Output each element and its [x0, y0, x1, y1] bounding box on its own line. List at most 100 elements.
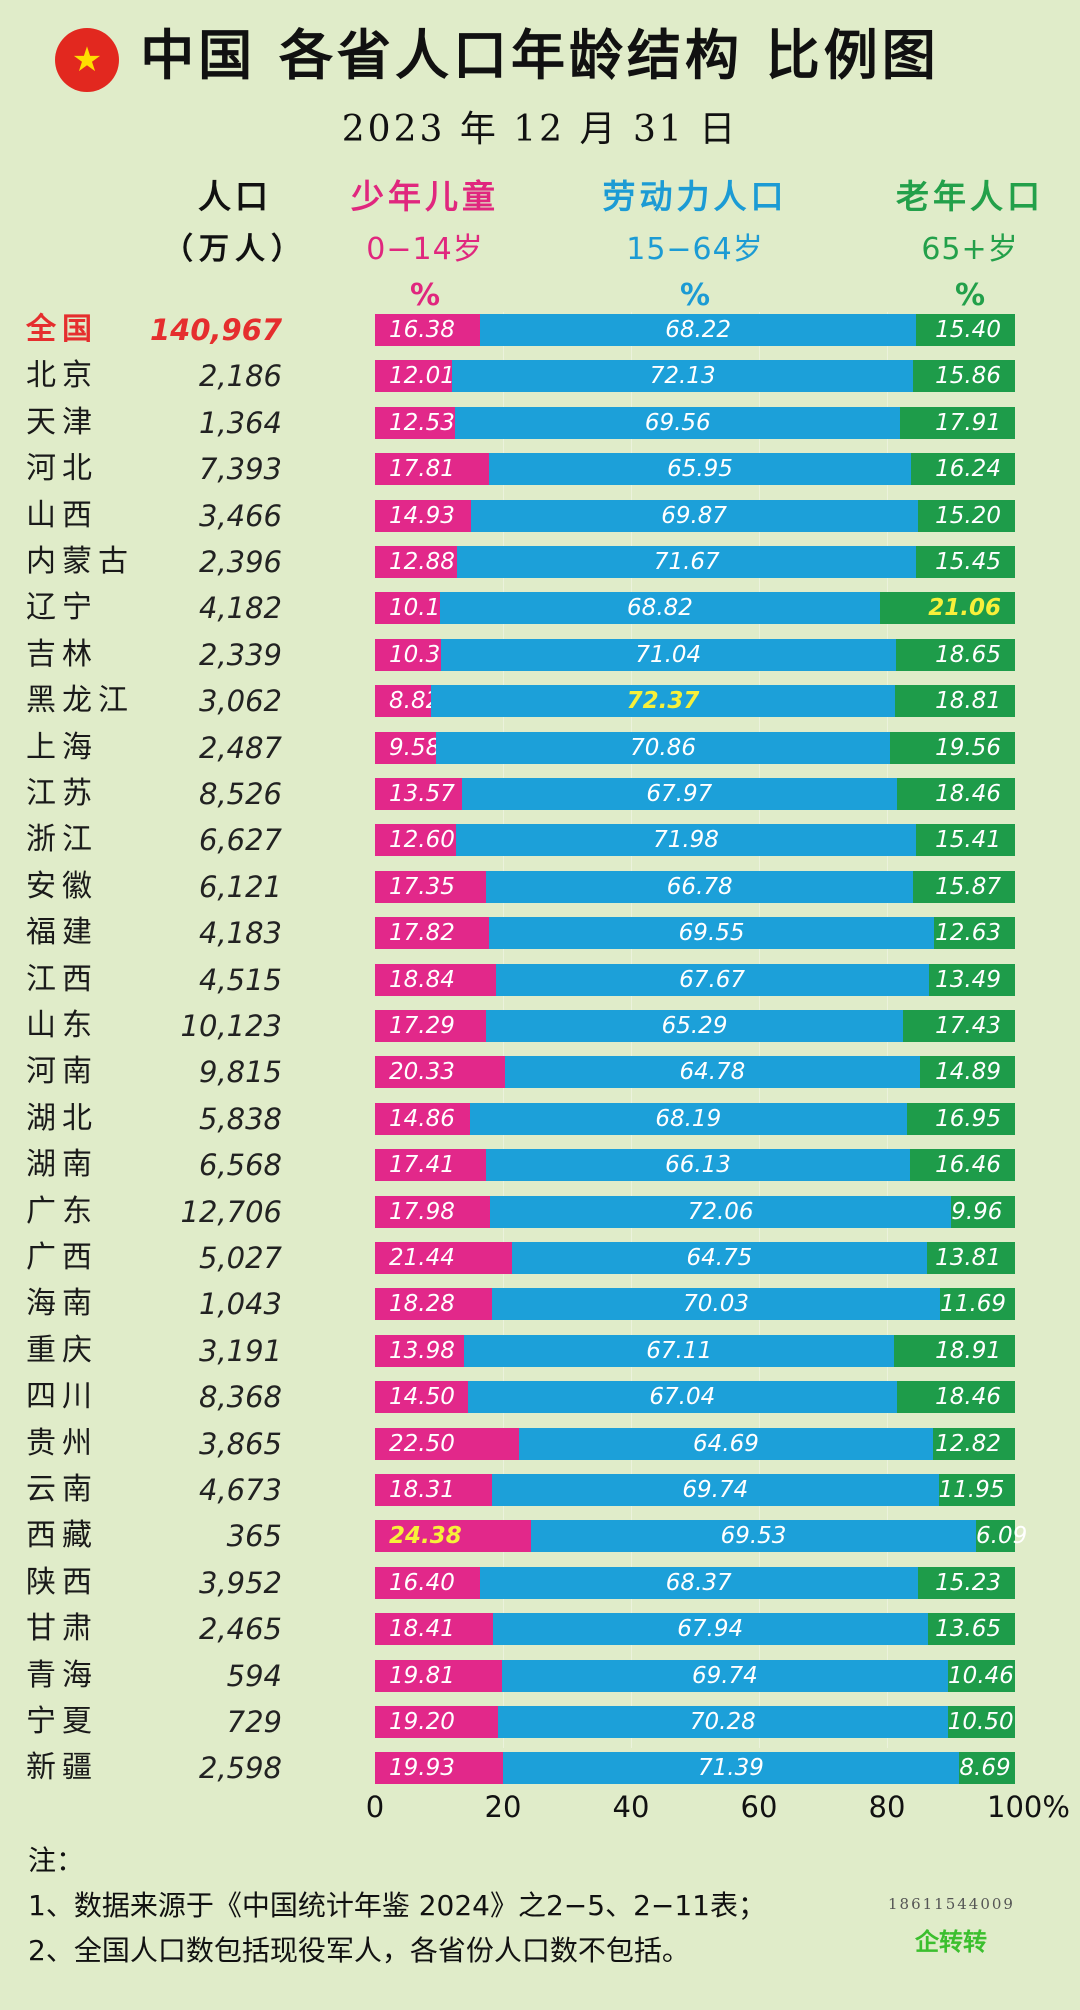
working-segment: 68.37	[479, 1566, 918, 1599]
population-value: 4,515	[198, 962, 282, 997]
chart-row: 湖南 6,568 17.41 66.13 16.46	[0, 1148, 1080, 1182]
elderly-segment: 16.46	[909, 1149, 1015, 1182]
elderly-header-label: 老年人口	[896, 177, 1044, 216]
population-header: 人口 （万人）	[140, 170, 330, 268]
working-segment: 67.97	[461, 778, 897, 810]
child-segment: 17.35	[375, 870, 487, 903]
chart-row: 安徽 6,121 17.35 66.78 15.87	[0, 869, 1080, 904]
region-label: 北京	[26, 358, 98, 394]
working-segment: 65.29	[485, 1010, 904, 1042]
population-value: 10,123	[180, 1009, 282, 1043]
region-label: 上海	[26, 729, 98, 765]
elderly-segment: 21.06	[880, 592, 1015, 625]
chart-row: 山西 3,466 14.93 69.87 15.20	[0, 498, 1080, 533]
elderly-segment: 13.49	[928, 963, 1015, 996]
child-segment: 13.57	[375, 778, 462, 810]
region-label: 新疆	[26, 1750, 98, 1786]
working-segment: 72.06	[490, 1195, 952, 1228]
working-segment: 66.13	[486, 1149, 910, 1182]
child-segment: 18.41	[375, 1613, 493, 1646]
chart-row: 北京 2,186 12.01 72.13 15.86	[0, 359, 1080, 393]
stacked-bar: 13.98 67.11 18.91	[375, 1334, 1015, 1367]
working-segment: 68.82	[439, 592, 881, 625]
chart-row: 青海 594 19.81 69.74 10.46	[0, 1657, 1080, 1693]
stacked-bar: 20.33 64.78 14.89	[375, 1056, 1015, 1089]
child-segment: 17.82	[375, 917, 490, 950]
stacked-bar: 8.82 72.37 18.81	[375, 685, 1015, 718]
note-2: 2、全国人口数包括现役军人，各省份人口数不包括。	[28, 1934, 690, 1967]
child-segment: 17.98	[375, 1195, 491, 1228]
population-value: 2,339	[198, 637, 282, 672]
region-label: 海南	[26, 1286, 98, 1322]
chart-row: 天津 1,364 12.53 69.56 17.91	[0, 405, 1080, 440]
chart-row: 宁夏 729 19.20 70.28 10.50	[0, 1705, 1080, 1739]
chart-row: 广东 12,706 17.98 72.06 9.96	[0, 1194, 1080, 1229]
population-value: 2,396	[198, 545, 282, 579]
child-header-range: 0−14岁	[366, 232, 484, 267]
child-segment: 19.81	[375, 1659, 502, 1692]
region-label: 辽宁	[26, 590, 98, 626]
region-label: 贵州	[26, 1425, 98, 1461]
chart-row: 全国 140,967 16.38 68.22 15.40	[0, 313, 1080, 347]
elderly-header-range: 65+岁	[921, 232, 1019, 267]
region-label: 宁夏	[26, 1704, 98, 1739]
child-segment: 19.20	[375, 1706, 498, 1738]
working-header-range: 15−64岁	[626, 232, 764, 267]
watermark-logo: 企转转	[915, 1928, 987, 1956]
population-value: 2,465	[198, 1612, 282, 1647]
working-segment: 69.55	[489, 917, 935, 950]
chart-row: 江苏 8,526 13.57 67.97 18.46	[0, 777, 1080, 811]
stacked-bar: 17.81 65.95 16.24	[375, 453, 1015, 486]
working-segment: 72.13	[451, 360, 914, 393]
elderly-segment: 15.86	[913, 360, 1015, 393]
elderly-segment: 15.41	[916, 824, 1015, 857]
child-header: 少年儿童 0−14岁 %	[340, 170, 510, 313]
working-segment: 71.39	[502, 1752, 960, 1785]
chart-row: 重庆 3,191 13.98 67.11 18.91	[0, 1333, 1080, 1368]
population-value: 1,364	[198, 405, 282, 440]
elderly-segment: 16.24	[911, 453, 1015, 486]
child-segment: 14.93	[375, 499, 471, 532]
region-label: 湖北	[26, 1100, 98, 1136]
child-segment: 21.44	[375, 1242, 513, 1274]
child-segment: 8.82	[375, 685, 440, 718]
region-label: 福建	[26, 915, 98, 951]
child-segment: 17.29	[375, 1010, 486, 1042]
population-value: 140,967	[150, 313, 283, 347]
child-segment: 12.60	[375, 824, 456, 857]
region-label: 青海	[26, 1657, 98, 1693]
child-segment: 18.31	[375, 1474, 493, 1506]
notes: 注： 1、数据来源于《中国统计年鉴 2024》之2−5、2−11表； 2、全国人…	[28, 1838, 766, 1973]
stacked-bar: 17.82 69.55 12.63	[375, 917, 1015, 950]
region-label: 广西	[26, 1240, 98, 1275]
child-segment: 12.01	[375, 360, 455, 393]
population-value: 3,865	[198, 1426, 282, 1461]
elderly-segment: 11.69	[940, 1288, 1015, 1321]
region-label: 西藏	[26, 1518, 98, 1554]
elderly-segment: 10.46	[948, 1659, 1015, 1692]
chart-row: 河南 9,815 20.33 64.78 14.89	[0, 1055, 1080, 1089]
region-label: 江西	[26, 961, 98, 997]
working-segment: 64.75	[512, 1242, 927, 1274]
working-header-unit: %	[679, 278, 711, 313]
region-label: 吉林	[26, 636, 98, 672]
population-value: 594	[226, 1658, 282, 1693]
population-value: 6,568	[198, 1148, 282, 1183]
child-segment: 14.86	[375, 1102, 471, 1135]
region-label: 浙江	[26, 822, 98, 858]
working-segment: 69.53	[531, 1520, 977, 1553]
chart-row: 黑龙江 3,062 8.82 72.37 18.81	[0, 684, 1080, 718]
stacked-bar: 14.93 69.87 15.20	[375, 499, 1015, 532]
working-segment: 68.22	[479, 314, 917, 346]
region-label: 四川	[26, 1379, 98, 1415]
population-value: 4,182	[198, 591, 282, 626]
stacked-bar: 14.86 68.19 16.95	[375, 1102, 1015, 1135]
child-header-label: 少年儿童	[351, 177, 499, 216]
population-value: 1,043	[198, 1287, 282, 1322]
child-segment: 12.88	[375, 546, 458, 578]
elderly-segment: 18.91	[893, 1334, 1015, 1367]
chart-row: 陕西 3,952 16.40 68.37 15.23	[0, 1565, 1080, 1600]
population-value: 7,393	[198, 452, 282, 487]
child-segment: 17.81	[375, 453, 489, 486]
stacked-bar: 10.12 68.82 21.06	[375, 592, 1015, 625]
